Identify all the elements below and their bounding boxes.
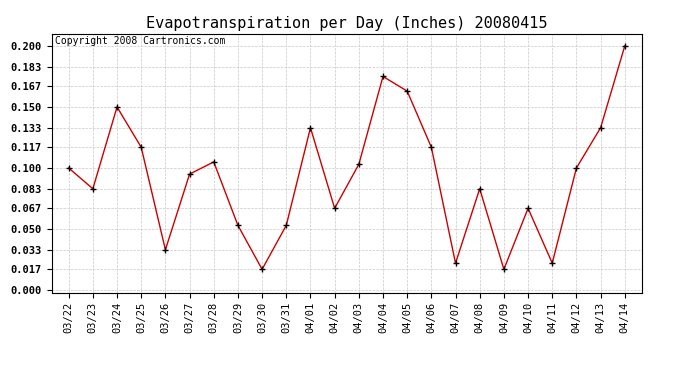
Title: Evapotranspiration per Day (Inches) 20080415: Evapotranspiration per Day (Inches) 2008… xyxy=(146,16,547,31)
Text: Copyright 2008 Cartronics.com: Copyright 2008 Cartronics.com xyxy=(55,36,225,46)
